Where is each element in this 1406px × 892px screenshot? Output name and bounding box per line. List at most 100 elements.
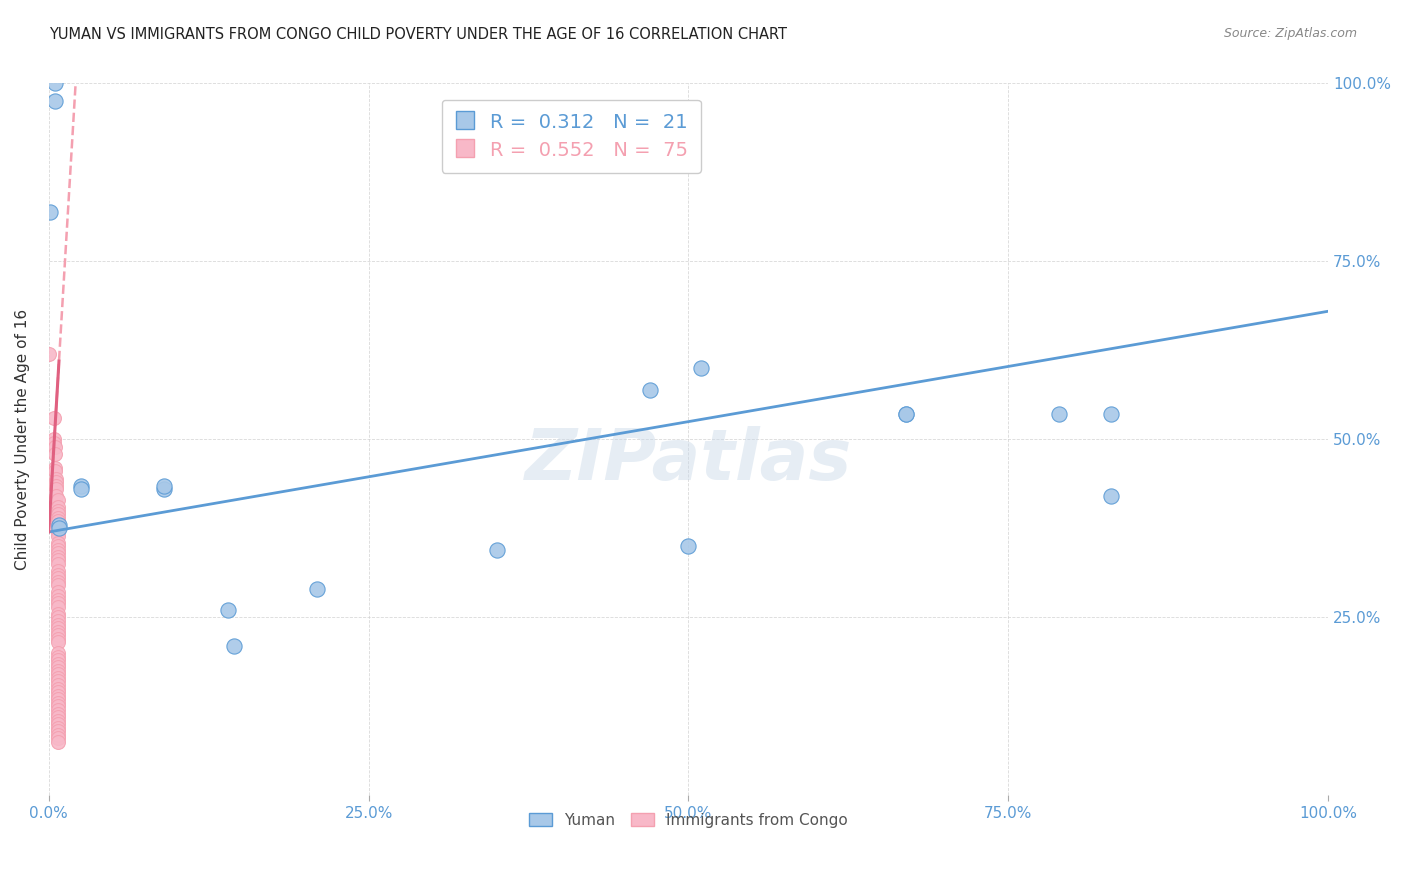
Point — [46, 671, 69, 685]
Point — [46, 557, 69, 571]
Point — [46, 542, 69, 557]
Point — [46, 653, 69, 667]
Point — [46, 517, 69, 532]
Point — [690, 361, 713, 376]
Point — [1099, 408, 1122, 422]
Point — [46, 589, 69, 603]
Text: ZIPatlas: ZIPatlas — [524, 426, 852, 495]
Point — [46, 500, 69, 514]
Point — [217, 603, 239, 617]
Point — [46, 510, 69, 524]
Point — [46, 689, 69, 703]
Point — [46, 667, 69, 681]
Point — [46, 678, 69, 692]
Point — [46, 703, 69, 717]
Point — [46, 728, 69, 742]
Point — [46, 564, 69, 578]
Text: YUMAN VS IMMIGRANTS FROM CONGO CHILD POVERTY UNDER THE AGE OF 16 CORRELATION CHA: YUMAN VS IMMIGRANTS FROM CONGO CHILD POV… — [49, 27, 787, 42]
Point — [153, 482, 176, 496]
Point — [45, 472, 67, 486]
Point — [42, 436, 65, 450]
Point — [46, 514, 69, 528]
Point — [894, 408, 917, 422]
Point — [46, 721, 69, 735]
Point — [46, 503, 69, 517]
Point — [46, 710, 69, 724]
Point — [48, 521, 70, 535]
Point — [44, 77, 66, 91]
Point — [46, 521, 69, 535]
Point — [46, 714, 69, 728]
Point — [1099, 489, 1122, 503]
Point — [46, 574, 69, 589]
Point — [45, 475, 67, 490]
Point — [46, 699, 69, 714]
Point — [46, 592, 69, 607]
Point — [46, 539, 69, 553]
Point — [46, 553, 69, 567]
Point — [42, 433, 65, 447]
Point — [46, 546, 69, 560]
Point — [46, 578, 69, 592]
Point — [46, 657, 69, 671]
Point — [44, 447, 66, 461]
Point — [46, 674, 69, 689]
Point — [46, 599, 69, 614]
Point — [44, 465, 66, 479]
Point — [46, 706, 69, 721]
Point — [46, 492, 69, 507]
Legend: Yuman, Immigrants from Congo: Yuman, Immigrants from Congo — [523, 806, 853, 834]
Point — [485, 542, 508, 557]
Point — [46, 571, 69, 585]
Point — [45, 482, 67, 496]
Point — [46, 692, 69, 706]
Point — [42, 411, 65, 425]
Point — [69, 482, 91, 496]
Point — [46, 610, 69, 624]
Point — [46, 646, 69, 660]
Point — [638, 383, 661, 397]
Point — [45, 479, 67, 493]
Point — [46, 524, 69, 539]
Point — [46, 617, 69, 632]
Point — [46, 696, 69, 710]
Point — [1049, 408, 1071, 422]
Y-axis label: Child Poverty Under the Age of 16: Child Poverty Under the Age of 16 — [15, 309, 30, 570]
Point — [46, 731, 69, 746]
Point — [46, 507, 69, 521]
Point — [894, 408, 917, 422]
Point — [38, 347, 60, 361]
Point — [153, 479, 176, 493]
Point — [46, 614, 69, 628]
Point — [224, 639, 246, 653]
Point — [678, 539, 700, 553]
Point — [46, 585, 69, 599]
Point — [46, 621, 69, 635]
Point — [46, 635, 69, 649]
Point — [46, 632, 69, 646]
Point — [46, 717, 69, 731]
Point — [46, 628, 69, 642]
Point — [46, 567, 69, 582]
Text: Source: ZipAtlas.com: Source: ZipAtlas.com — [1223, 27, 1357, 40]
Point — [39, 204, 62, 219]
Point — [46, 664, 69, 678]
Point — [46, 549, 69, 564]
Point — [46, 685, 69, 699]
Point — [69, 479, 91, 493]
Point — [44, 440, 66, 454]
Point — [46, 660, 69, 674]
Point — [46, 596, 69, 610]
Point — [44, 461, 66, 475]
Point — [46, 735, 69, 749]
Point — [45, 489, 67, 503]
Point — [48, 517, 70, 532]
Point — [46, 528, 69, 542]
Point — [46, 649, 69, 664]
Point — [46, 535, 69, 549]
Point — [44, 94, 66, 108]
Point — [46, 624, 69, 639]
Point — [46, 681, 69, 696]
Point — [46, 724, 69, 739]
Point — [307, 582, 329, 596]
